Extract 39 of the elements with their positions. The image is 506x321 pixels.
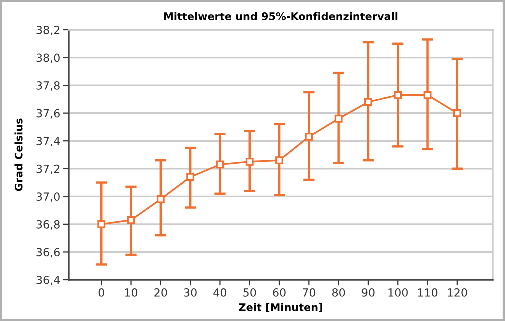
x-tick-label: 80 — [332, 288, 346, 297]
x-tick-label: 20 — [154, 288, 168, 297]
chart-title: Mittelwerte und 95%-Konfidenzintervall — [164, 12, 398, 20]
x-tick-label: 0 — [98, 288, 104, 297]
x-tick-label: 110 — [418, 288, 438, 297]
point — [394, 91, 402, 100]
x-tick-label: 70 — [303, 288, 316, 297]
y-tick-label: 36,6 — [36, 248, 60, 258]
point — [156, 195, 165, 204]
x-axis-title: Zeit [Minuten] — [239, 303, 322, 313]
x-tick-label: 30 — [184, 288, 197, 297]
x-tick-label: 50 — [244, 288, 256, 297]
point — [127, 216, 136, 224]
point — [424, 91, 432, 100]
y-tick-label: 37,6 — [36, 109, 60, 119]
point — [453, 109, 462, 118]
y-tick-label: 38,0 — [36, 54, 60, 64]
x-tick-label: 90 — [362, 288, 375, 297]
point — [276, 156, 284, 165]
x-tick-label: 120 — [448, 288, 468, 297]
point — [98, 220, 106, 228]
y-tick-label: 37,4 — [36, 137, 60, 147]
point — [305, 132, 314, 141]
x-tick-label: 60 — [273, 288, 286, 297]
y-tick-label: 37,8 — [36, 82, 60, 92]
y-tick-label: 38,2 — [36, 26, 60, 36]
x-tick-label: 100 — [388, 288, 408, 297]
y-tick-label: 36,4 — [36, 276, 60, 286]
point — [246, 158, 254, 166]
point — [334, 114, 343, 123]
y-tick-label: 36,8 — [36, 220, 60, 230]
point — [216, 160, 224, 169]
x-tick-label: 40 — [214, 288, 227, 297]
x-tick-label: 10 — [125, 288, 138, 297]
y-axis-title: Grad Celsius — [14, 118, 23, 192]
point — [364, 98, 372, 106]
y-tick-label: 37,2 — [36, 164, 60, 174]
y-tick-label: 37,0 — [36, 192, 60, 202]
point — [186, 173, 195, 182]
